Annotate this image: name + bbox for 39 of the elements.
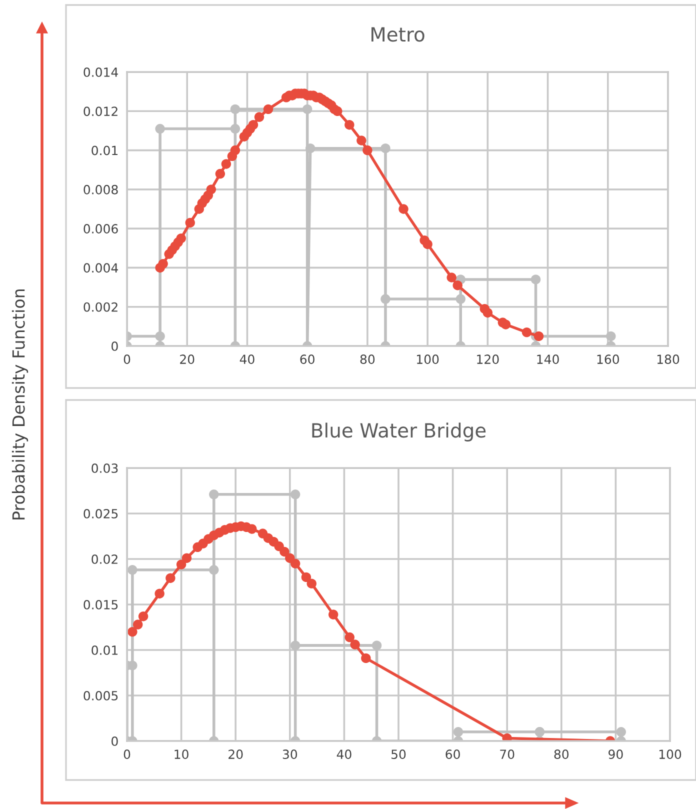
y-tick-label: 0.002 bbox=[84, 302, 118, 312]
x-tick-label: 30 bbox=[282, 750, 298, 760]
x-tick-label: 100 bbox=[659, 750, 682, 760]
x-tick-label: 70 bbox=[500, 750, 514, 760]
chart-title: Blue Water Bridge bbox=[312, 422, 486, 442]
y-tick-label: 0.005 bbox=[84, 690, 118, 700]
x-tick-label: 140 bbox=[537, 354, 559, 364]
x-tick-label: 40 bbox=[336, 750, 352, 760]
y-tick-label: 0.012 bbox=[84, 106, 118, 116]
y-tick-label: 0 bbox=[112, 736, 118, 746]
y-tick-label: 0.014 bbox=[84, 67, 118, 77]
x-tick-label: 20 bbox=[228, 750, 243, 760]
x-tick-label: 160 bbox=[597, 354, 619, 364]
x-tick-label: 0 bbox=[124, 750, 130, 760]
x-tick-label: 20 bbox=[180, 354, 194, 364]
y-tick-label: 0.008 bbox=[84, 184, 118, 194]
y-tick-label: 0.006 bbox=[84, 224, 118, 234]
y-tick-label: 0.025 bbox=[84, 508, 118, 518]
y-tick-label: 0 bbox=[112, 341, 118, 351]
y-tick-label: 0.004 bbox=[84, 263, 118, 273]
x-tick-label: 80 bbox=[360, 354, 375, 364]
x-tick-label: 60 bbox=[300, 354, 314, 364]
x-tick-label: 0 bbox=[124, 354, 130, 364]
x-tick-label: 50 bbox=[392, 750, 406, 760]
x-tick-label: 180 bbox=[657, 354, 680, 364]
x-tick-label: 60 bbox=[446, 750, 460, 760]
x-tick-label: 90 bbox=[608, 750, 623, 760]
x-tick-label: 80 bbox=[554, 750, 569, 760]
x-tick-label: 40 bbox=[240, 354, 254, 364]
y-axis-title: Probability Density Function bbox=[12, 289, 28, 520]
y-tick-label: 0.01 bbox=[92, 645, 118, 655]
x-tick-label: 100 bbox=[417, 354, 439, 364]
y-tick-label: 0.01 bbox=[92, 146, 118, 156]
x-tick-label: 10 bbox=[174, 750, 188, 760]
chart-title: Metro bbox=[372, 27, 424, 42]
y-tick-label: 0.02 bbox=[92, 554, 118, 564]
y-tick-label: 0.015 bbox=[84, 600, 118, 610]
x-tick-label: 120 bbox=[477, 354, 499, 364]
y-tick-label: 0.03 bbox=[92, 463, 118, 473]
